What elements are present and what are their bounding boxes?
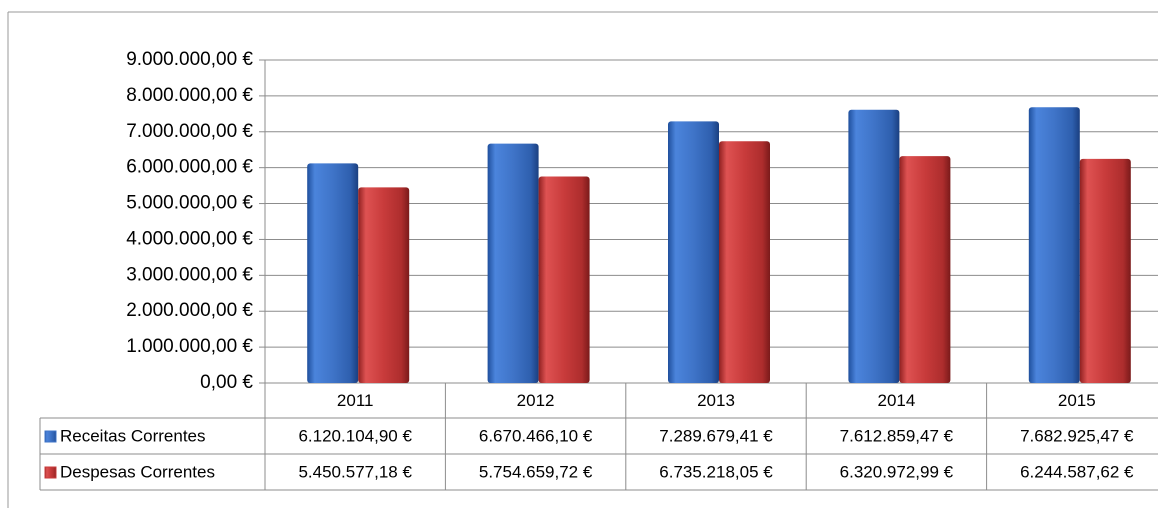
table-value: 6.670.466,10 € [479, 426, 593, 445]
legend-key [44, 430, 57, 443]
bar [1079, 158, 1131, 383]
table-value: 6.120.104,90 € [298, 426, 412, 445]
bar [668, 121, 719, 384]
legend-label: Despesas Correntes [60, 462, 215, 481]
table-value: 6.244.587,62 € [1020, 462, 1134, 481]
y-tick-label: 0,00 € [200, 372, 253, 393]
bar [719, 141, 770, 383]
y-tick-label: 7.000.000,00 € [126, 121, 253, 142]
legend-label: Receitas Correntes [60, 426, 206, 445]
legend-key [44, 466, 57, 479]
y-tick-label: 3.000.000,00 € [126, 264, 253, 285]
x-tick-label: 2012 [517, 391, 555, 410]
table-value: 6.320.972,99 € [840, 462, 954, 481]
y-tick-label: 2.000.000,00 € [126, 300, 253, 321]
x-tick-label: 2014 [877, 391, 915, 410]
bar [848, 109, 900, 384]
table-value: 5.450.577,18 € [298, 462, 412, 481]
table-value: 7.289.679,41 € [659, 426, 773, 445]
y-tick-label: 9.000.000,00 € [126, 49, 253, 70]
bar [487, 143, 539, 383]
x-tick-label: 2015 [1058, 391, 1096, 410]
table-value: 5.754.659,72 € [479, 462, 593, 481]
bar [1028, 107, 1080, 383]
bar [307, 163, 359, 383]
x-tick-label: 2013 [697, 391, 735, 410]
y-tick-label: 4.000.000,00 € [126, 228, 253, 249]
table-value: 6.735.218,05 € [659, 462, 773, 481]
x-tick-label: 2011 [337, 391, 374, 410]
y-tick-label: 5.000.000,00 € [126, 193, 253, 214]
bar [358, 187, 410, 383]
y-tick-label: 8.000.000,00 € [126, 85, 253, 106]
bar [899, 156, 951, 383]
y-tick-label: 6.000.000,00 € [126, 157, 253, 178]
table-value: 7.682.925,47 € [1020, 426, 1134, 445]
bar [538, 176, 590, 383]
y-tick-label: 1.000.000,00 € [126, 336, 253, 357]
table-value: 7.612.859,47 € [840, 426, 954, 445]
